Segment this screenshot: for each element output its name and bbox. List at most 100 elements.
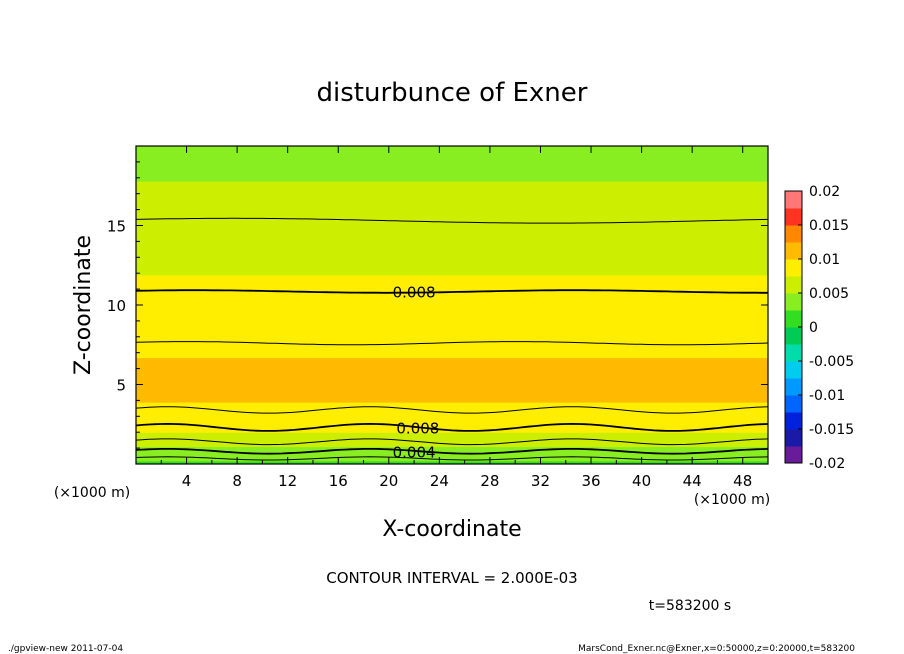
heatmap-band	[136, 301, 768, 305]
heatmap-band	[136, 293, 768, 297]
heatmap-band	[136, 306, 768, 309]
heatmap-band	[136, 316, 768, 319]
heatmap-band	[136, 328, 768, 332]
heatmap-band	[136, 344, 768, 347]
heatmap-band	[136, 187, 768, 190]
heatmap-band	[136, 373, 768, 376]
heatmap-band	[136, 381, 768, 384]
heatmap-band	[136, 258, 768, 262]
heatmap-band	[136, 367, 768, 370]
y-tick-label: 10	[107, 297, 126, 315]
heatmap-band	[136, 252, 768, 255]
heatmap-band	[136, 254, 768, 257]
heatmap-band	[136, 376, 768, 379]
heatmap-band	[136, 309, 768, 312]
heatmap-band	[136, 247, 768, 250]
x-tick-label: 44	[683, 472, 702, 490]
heatmap-band	[136, 449, 768, 452]
contour-labels: 0.008 0.008 0.004	[393, 283, 440, 461]
x-tick-label: 12	[278, 472, 297, 490]
heatmap-band	[136, 188, 768, 192]
colorbar-swatch	[785, 446, 802, 464]
heatmap-band	[136, 289, 768, 292]
x-axis-ticks: 4 8 12 16 20 24 28 32 36 40 44 48	[160, 146, 752, 490]
heatmap-band	[136, 282, 768, 285]
heatmap-band	[136, 357, 768, 360]
colorbar-ticks: 0.02 0.015 0.01 0.005 0 -0.005 -0.01 -0.015 -0.0…	[798, 184, 854, 472]
heatmap-band	[136, 230, 768, 233]
heatmap-band	[136, 311, 768, 314]
heatmap-band	[136, 215, 768, 219]
heatmap-band	[136, 171, 768, 174]
heatmap-band	[136, 211, 768, 214]
contour-line	[136, 448, 768, 455]
heatmap-band	[136, 233, 768, 236]
heatmap-band	[136, 351, 768, 354]
contour-line	[136, 406, 768, 414]
heatmap-band	[136, 214, 768, 217]
heatmap-band	[136, 347, 768, 351]
heatmap-band	[136, 204, 768, 208]
x-tick-label: 16	[329, 472, 348, 490]
colorbar-swatch	[785, 242, 802, 260]
heatmap-band	[136, 292, 768, 295]
heatmap-band	[136, 333, 768, 336]
contour-label: 0.004	[393, 443, 436, 461]
heatmap-band	[136, 454, 768, 457]
colorbar-swatch	[785, 276, 802, 294]
heatmap-band	[136, 285, 768, 289]
heatmap-band	[136, 265, 768, 268]
heatmap-band	[136, 180, 768, 184]
heatmap-band	[136, 257, 768, 260]
heatmap-band	[136, 336, 768, 339]
heatmap-band	[136, 166, 768, 169]
heatmap-band	[136, 266, 768, 270]
heatmap-band	[136, 346, 768, 349]
heatmap-band	[136, 386, 768, 389]
heatmap-band	[136, 147, 768, 150]
heatmap-band	[136, 440, 768, 443]
heatmap-band	[136, 436, 768, 440]
heatmap-band	[136, 244, 768, 247]
heatmap-band	[136, 312, 768, 316]
y-tick-label: 5	[116, 377, 126, 395]
heatmap-band	[136, 250, 768, 254]
heatmap-band	[136, 327, 768, 330]
heatmap-band	[136, 223, 768, 227]
heatmap-band	[136, 446, 768, 449]
colorbar-tick-label: -0.005	[809, 354, 854, 370]
heatmap-band	[136, 284, 768, 287]
heatmap-band	[136, 444, 768, 448]
heatmap-band	[136, 208, 768, 211]
chart-title: disturbunce of Exner	[317, 78, 588, 108]
heatmap-band	[136, 408, 768, 411]
heatmap-band	[136, 320, 768, 324]
y-axis-label: Z-coordinate	[71, 235, 96, 375]
heatmap-band	[136, 173, 768, 176]
heatmap-band	[136, 448, 768, 451]
heatmap-band	[136, 401, 768, 405]
heatmap-band	[136, 427, 768, 430]
heatmap-band	[136, 425, 768, 429]
heatmap-band	[136, 371, 768, 374]
x-tick-label: 32	[531, 472, 550, 490]
heatmap-band	[136, 317, 768, 320]
heatmap-band	[136, 414, 768, 417]
heatmap-band	[136, 192, 768, 195]
heatmap-bands	[136, 146, 768, 464]
colorbar-swatch	[785, 395, 802, 413]
heatmap-band	[136, 330, 768, 333]
x-tick-label: 24	[430, 472, 449, 490]
heatmap-band	[136, 206, 768, 209]
heatmap-band	[136, 182, 768, 185]
heatmap-band	[136, 303, 768, 306]
heatmap-band	[136, 276, 768, 279]
colorbar-tick-label: 0.005	[809, 286, 849, 302]
heatmap-band	[136, 382, 768, 386]
heatmap-band	[136, 222, 768, 225]
heatmap-band	[136, 352, 768, 355]
heatmap-band	[136, 308, 768, 311]
heatmap-band	[136, 236, 768, 239]
heatmap-band	[136, 324, 768, 327]
heatmap-band	[136, 305, 768, 308]
